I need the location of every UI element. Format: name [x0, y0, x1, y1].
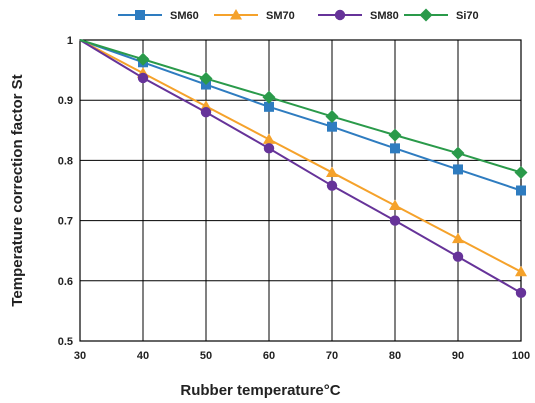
series-sm80 [79, 39, 527, 299]
data-point-sm60 [390, 143, 400, 154]
legend-marker-sm60 [135, 10, 145, 20]
y-tick-label: 0.7 [58, 216, 73, 228]
data-point-sm70 [389, 199, 401, 211]
x-tick-label: 70 [326, 350, 338, 362]
x-tick-label: 30 [74, 350, 86, 362]
x-tick-label: 50 [200, 350, 212, 362]
data-point-si70 [199, 72, 213, 86]
legend-item-sm60: SM60 [118, 10, 199, 22]
data-point-si70 [388, 128, 402, 142]
data-point-sm70 [515, 265, 527, 277]
data-point-sm80 [137, 72, 149, 84]
grid [80, 40, 521, 341]
x-tick-label: 60 [263, 350, 275, 362]
y-tick-label: 0.5 [58, 336, 73, 348]
data-point-sm60 [327, 121, 337, 132]
x-tick-label: 100 [512, 350, 530, 362]
data-point-sm70 [263, 133, 275, 144]
y-tick-label: 0.6 [58, 276, 73, 288]
legend-label-sm60: SM60 [170, 10, 199, 22]
x-axis-title: Rubber temperature°C [180, 382, 340, 399]
data-point-si70 [262, 90, 276, 104]
data-point-sm80 [452, 251, 464, 262]
legend-label-si70: Si70 [456, 10, 479, 22]
data-point-sm60 [453, 164, 463, 175]
series-si70 [79, 39, 528, 179]
legend-marker-sm70 [230, 9, 242, 20]
data-point-sm70 [326, 166, 338, 177]
x-tick-label: 40 [137, 350, 149, 362]
x-tick-label: 80 [389, 350, 401, 362]
legend-item-sm80: SM80 [318, 9, 399, 22]
data-point-sm80 [200, 107, 212, 118]
data-point-sm80 [515, 287, 527, 299]
series-line-sm80 [79, 39, 522, 294]
legend: SM60 SM70 SM80 Si70 [118, 8, 479, 22]
data-point-sm60 [264, 101, 274, 112]
series-line-si70 [79, 39, 522, 174]
series-sm60 [79, 39, 526, 196]
y-tick-label: 1 [67, 35, 73, 47]
data-point-si70 [325, 109, 339, 123]
plot-frame [79, 39, 522, 342]
y-tick-label: 0.9 [58, 95, 73, 107]
y-tick-label: 0.8 [58, 155, 73, 167]
x-tick-label: 90 [452, 350, 464, 362]
legend-label-sm80: SM80 [370, 10, 399, 22]
data-point-sm60 [516, 185, 526, 196]
data-point-sm80 [326, 180, 338, 191]
series-sm70 [79, 39, 527, 277]
series-line-sm60 [79, 39, 522, 192]
y-axis-title: Temperature correction factor St [9, 74, 26, 306]
legend-label-sm70: SM70 [266, 10, 295, 22]
legend-item-si70: Si70 [404, 8, 479, 22]
axes: 30 40 50 60 70 80 90 100 0.5 0.6 0.7 0.8 0.9 1 [58, 35, 530, 362]
data-point-si70 [514, 165, 528, 179]
legend-marker-si70 [419, 8, 433, 22]
data-point-sm80 [263, 143, 275, 154]
legend-item-sm70: SM70 [214, 9, 295, 22]
data-point-sm80 [389, 215, 401, 226]
series-layer [79, 39, 528, 299]
data-point-si70 [136, 52, 150, 66]
series-line-sm70 [79, 39, 522, 273]
data-point-sm70 [452, 232, 464, 244]
data-point-si70 [451, 146, 465, 160]
legend-marker-sm80 [334, 9, 346, 21]
